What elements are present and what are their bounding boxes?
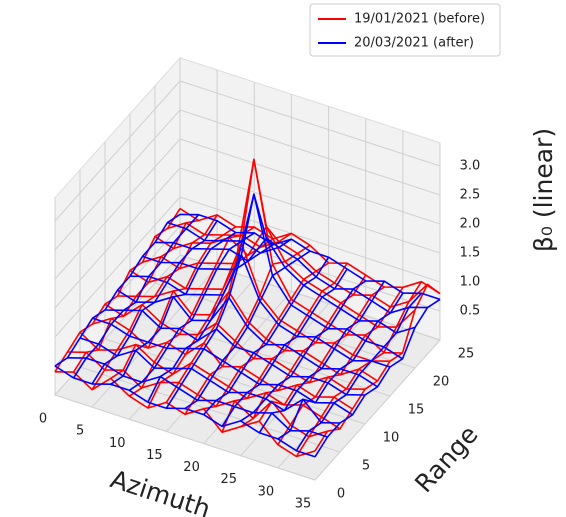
wire-col [110, 231, 237, 385]
wire-col [314, 283, 441, 452]
wire-col [258, 286, 385, 422]
z-grid-line [54, 167, 441, 309]
z-grid-line [54, 109, 441, 251]
wire-col [258, 280, 385, 434]
y-tick-label: 15 [408, 403, 425, 418]
wire-col [128, 226, 255, 397]
z-tick-label: 2.0 [460, 217, 481, 232]
wire-col [91, 214, 218, 391]
y-tick-label: 10 [383, 431, 400, 446]
wire-col [54, 208, 181, 373]
wire-col [240, 274, 367, 428]
z-grid-line [54, 80, 441, 222]
wire-col [128, 232, 255, 391]
y-grid-line [104, 141, 366, 425]
z-tick-label: 1.0 [460, 275, 481, 290]
wire-col [147, 238, 274, 409]
y-tick-label: 20 [433, 375, 450, 390]
x-tick-label: 15 [146, 448, 163, 463]
legend-label: 19/01/2021 (before) [354, 12, 485, 27]
wire-col [314, 298, 441, 458]
wire-col [165, 193, 292, 409]
y-axis-label: Range [409, 420, 484, 498]
y-tick-label: 5 [362, 459, 370, 474]
wire-col [165, 158, 292, 403]
z-tick-label: 2.5 [460, 188, 481, 203]
x-tick-label: 20 [183, 460, 200, 475]
y-grid-line [54, 197, 316, 481]
wire-col [147, 244, 274, 403]
x-tick-label: 35 [295, 497, 312, 512]
z-tick-label: 1.5 [460, 246, 481, 261]
x-tick-label: 5 [76, 424, 84, 439]
wire-col [221, 262, 348, 433]
wire-col [203, 256, 330, 416]
wire-col [91, 220, 218, 385]
wire-col [295, 281, 423, 457]
x-tick-label: 10 [109, 436, 126, 451]
y-grid-line [154, 85, 416, 369]
wire-col [240, 280, 367, 422]
wire-col [184, 244, 311, 415]
legend-label: 20/03/2021 (after) [354, 36, 474, 51]
wire-col [295, 292, 422, 452]
wire-col [72, 214, 200, 379]
legend: 19/01/2021 (before) 20/03/2021 (after) [309, 3, 501, 57]
z-tick-label: 3.0 [460, 159, 481, 174]
wire-col [72, 219, 199, 373]
z-grid-line [54, 138, 441, 280]
z-tick-label: 0.5 [460, 304, 481, 319]
wire-col [184, 250, 311, 410]
legend-box [309, 3, 501, 57]
y-tick-label: 25 [458, 347, 475, 362]
x-tick-label: 30 [258, 484, 275, 499]
x-tick-label: 0 [39, 412, 47, 427]
x-tick-label: 25 [220, 472, 237, 487]
wire-col [54, 213, 181, 367]
y-tick-label: 0 [337, 487, 345, 502]
wire-col [221, 268, 348, 427]
wire-col [277, 292, 404, 440]
wireframes [54, 158, 441, 458]
z-axis-label: β₀ (linear) [529, 128, 558, 252]
z-grid-line [54, 196, 441, 338]
wire-col [203, 262, 330, 410]
